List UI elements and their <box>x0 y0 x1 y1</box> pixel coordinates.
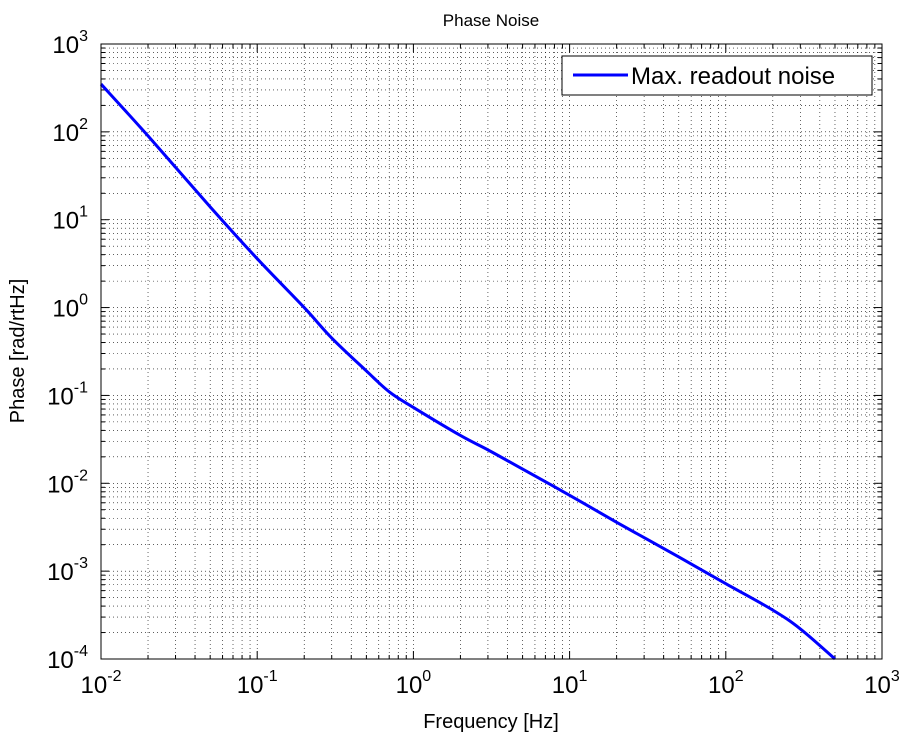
x-tick-label: 101 <box>552 668 588 699</box>
y-tick-label: 100 <box>52 292 88 323</box>
x-tick-label: 103 <box>864 668 900 699</box>
y-tick-label: 10-3 <box>47 555 88 586</box>
x-tick-base: 10 <box>237 672 264 699</box>
series-layer <box>99 83 836 661</box>
y-tick-exponent: -2 <box>74 467 88 484</box>
y-tick-base: 10 <box>47 471 74 498</box>
y-tick-label: 102 <box>52 116 88 147</box>
x-tick-exponent: -1 <box>263 668 277 685</box>
x-tick-base: 10 <box>864 672 891 699</box>
tick-marks <box>101 44 882 659</box>
x-tick-labels: 10-2 10-1 100 101 102 103 <box>81 668 900 699</box>
grid-lines <box>101 44 882 659</box>
y-tick-label: 101 <box>52 204 88 235</box>
y-tick-exponent: 2 <box>79 116 88 133</box>
x-tick-base: 10 <box>708 672 735 699</box>
y-tick-exponent: 3 <box>79 28 88 45</box>
x-axis-label: Frequency [Hz] <box>423 711 559 733</box>
y-tick-exponent: 0 <box>79 292 88 309</box>
x-tick-exponent: 3 <box>891 668 900 685</box>
y-tick-base: 10 <box>52 296 79 323</box>
x-tick-base: 10 <box>396 672 423 699</box>
y-tick-base: 10 <box>52 208 79 235</box>
y-tick-base: 10 <box>52 120 79 147</box>
legend-label: Max. readout noise <box>631 63 835 90</box>
legend: Max. readout noise <box>561 55 873 96</box>
x-tick-exponent: 1 <box>578 668 587 685</box>
y-tick-exponent: -1 <box>74 379 88 396</box>
x-tick-exponent: -2 <box>107 668 121 685</box>
plot-area <box>101 44 882 659</box>
x-tick-exponent: 0 <box>422 668 431 685</box>
y-tick-base: 10 <box>47 647 74 674</box>
x-tick-label: 100 <box>396 668 432 699</box>
y-tick-label: 10-1 <box>47 379 88 410</box>
x-tick-exponent: 2 <box>735 668 744 685</box>
y-tick-label: 103 <box>52 28 88 59</box>
plot-frame <box>100 43 883 660</box>
y-tick-exponent: 1 <box>79 204 88 221</box>
x-tick-label: 10-1 <box>237 668 278 699</box>
y-tick-exponent: -4 <box>74 643 88 660</box>
y-tick-base: 10 <box>47 383 74 410</box>
y-tick-base: 10 <box>47 559 74 586</box>
y-tick-base: 10 <box>52 32 79 59</box>
series-line-max-readout-noise <box>99 83 836 661</box>
y-tick-label: 10-4 <box>47 643 88 674</box>
x-tick-base: 10 <box>81 672 108 699</box>
y-axis-label: Phase [rad/rtHz] <box>7 279 29 424</box>
y-tick-label: 10-2 <box>47 467 88 498</box>
x-tick-label: 102 <box>708 668 744 699</box>
chart-title: Phase Noise <box>443 11 539 30</box>
y-tick-exponent: -3 <box>74 555 88 572</box>
x-tick-label: 10-2 <box>81 668 122 699</box>
x-tick-base: 10 <box>552 672 579 699</box>
